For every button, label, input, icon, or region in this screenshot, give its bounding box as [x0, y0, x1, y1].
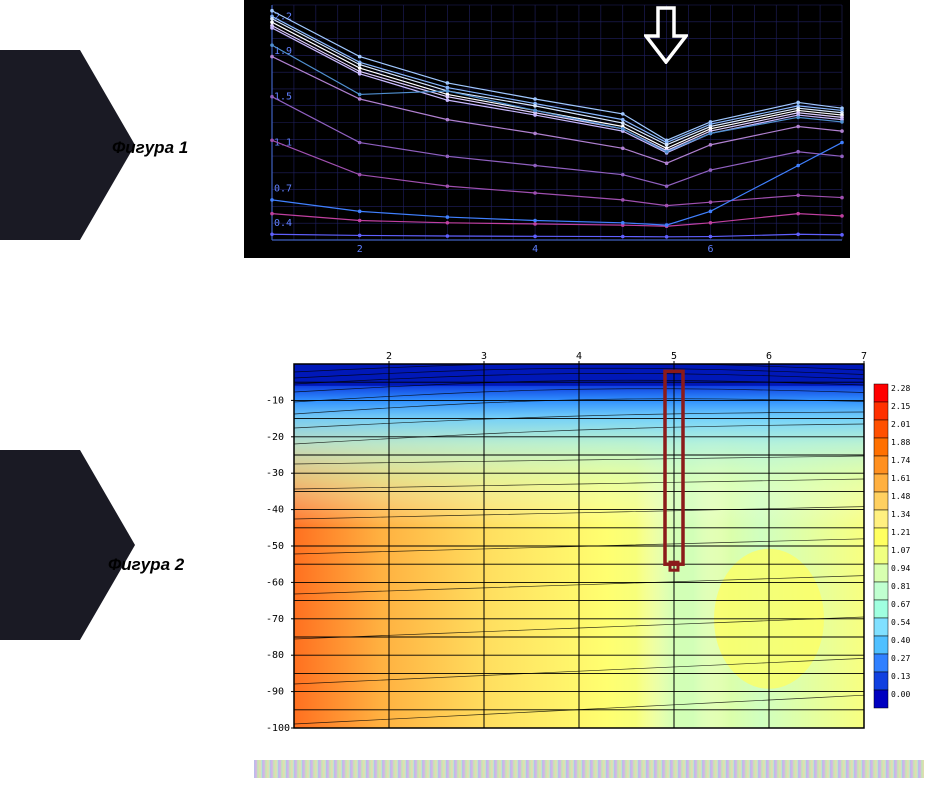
figure2-svg: 2 3 4 5 6 7 -10 -20 -30 -40 -50 -60 -70 -80 -90 -100 2.2…: [254, 346, 924, 736]
svg-text:-60: -60: [266, 577, 284, 588]
svg-text:-30: -30: [266, 468, 284, 479]
svg-text:1.74: 1.74: [891, 456, 910, 465]
svg-text:1.5: 1.5: [274, 92, 292, 103]
pentagon-marker-1: [0, 50, 80, 240]
svg-text:-90: -90: [266, 687, 284, 698]
svg-text:6: 6: [707, 244, 713, 255]
svg-text:-50: -50: [266, 541, 284, 552]
svg-text:1.21: 1.21: [891, 528, 910, 537]
svg-text:1.61: 1.61: [891, 474, 910, 483]
figure2-chart: 2 3 4 5 6 7 -10 -20 -30 -40 -50 -60 -70 -80 -90 -100 2.2…: [254, 346, 924, 736]
svg-text:0.27: 0.27: [891, 654, 910, 663]
svg-text:3: 3: [481, 351, 487, 362]
arrow-indicator: [644, 6, 688, 69]
svg-text:0.00: 0.00: [891, 690, 910, 699]
svg-text:1.34: 1.34: [891, 510, 910, 519]
svg-text:0.67: 0.67: [891, 600, 910, 609]
svg-text:-20: -20: [266, 432, 284, 443]
figure1-label: Фигура 1: [112, 138, 188, 158]
svg-text:0.94: 0.94: [891, 564, 910, 573]
svg-text:0.4: 0.4: [274, 218, 292, 229]
svg-text:4: 4: [576, 351, 582, 362]
svg-text:0.54: 0.54: [891, 618, 910, 627]
svg-text:-100: -100: [266, 723, 290, 734]
svg-text:2.28: 2.28: [891, 384, 910, 393]
svg-text:-10: -10: [266, 395, 284, 406]
svg-text:-40: -40: [266, 505, 284, 516]
svg-text:0.81: 0.81: [891, 582, 910, 591]
svg-text:0.40: 0.40: [891, 636, 910, 645]
figure1-svg: 0.40.71.11.51.92.2246: [244, 0, 850, 258]
svg-text:2: 2: [386, 351, 392, 362]
figure2-label: Фигура 2: [108, 555, 184, 575]
noise-strip: [254, 760, 924, 778]
svg-text:1.48: 1.48: [891, 492, 910, 501]
svg-text:6: 6: [766, 351, 772, 362]
svg-text:2: 2: [357, 244, 363, 255]
svg-text:0.7: 0.7: [274, 183, 292, 194]
svg-text:-80: -80: [266, 650, 284, 661]
svg-text:0.13: 0.13: [891, 672, 910, 681]
svg-text:2.01: 2.01: [891, 420, 910, 429]
pentagon-marker-2: [0, 450, 80, 640]
svg-text:1.07: 1.07: [891, 546, 910, 555]
svg-text:2.15: 2.15: [891, 402, 910, 411]
svg-text:7: 7: [861, 351, 867, 362]
svg-text:4: 4: [532, 244, 538, 255]
svg-text:5: 5: [671, 351, 677, 362]
figure1-chart: 0.40.71.11.51.92.2246: [244, 0, 850, 258]
svg-text:1.88: 1.88: [891, 438, 910, 447]
svg-text:-70: -70: [266, 614, 284, 625]
